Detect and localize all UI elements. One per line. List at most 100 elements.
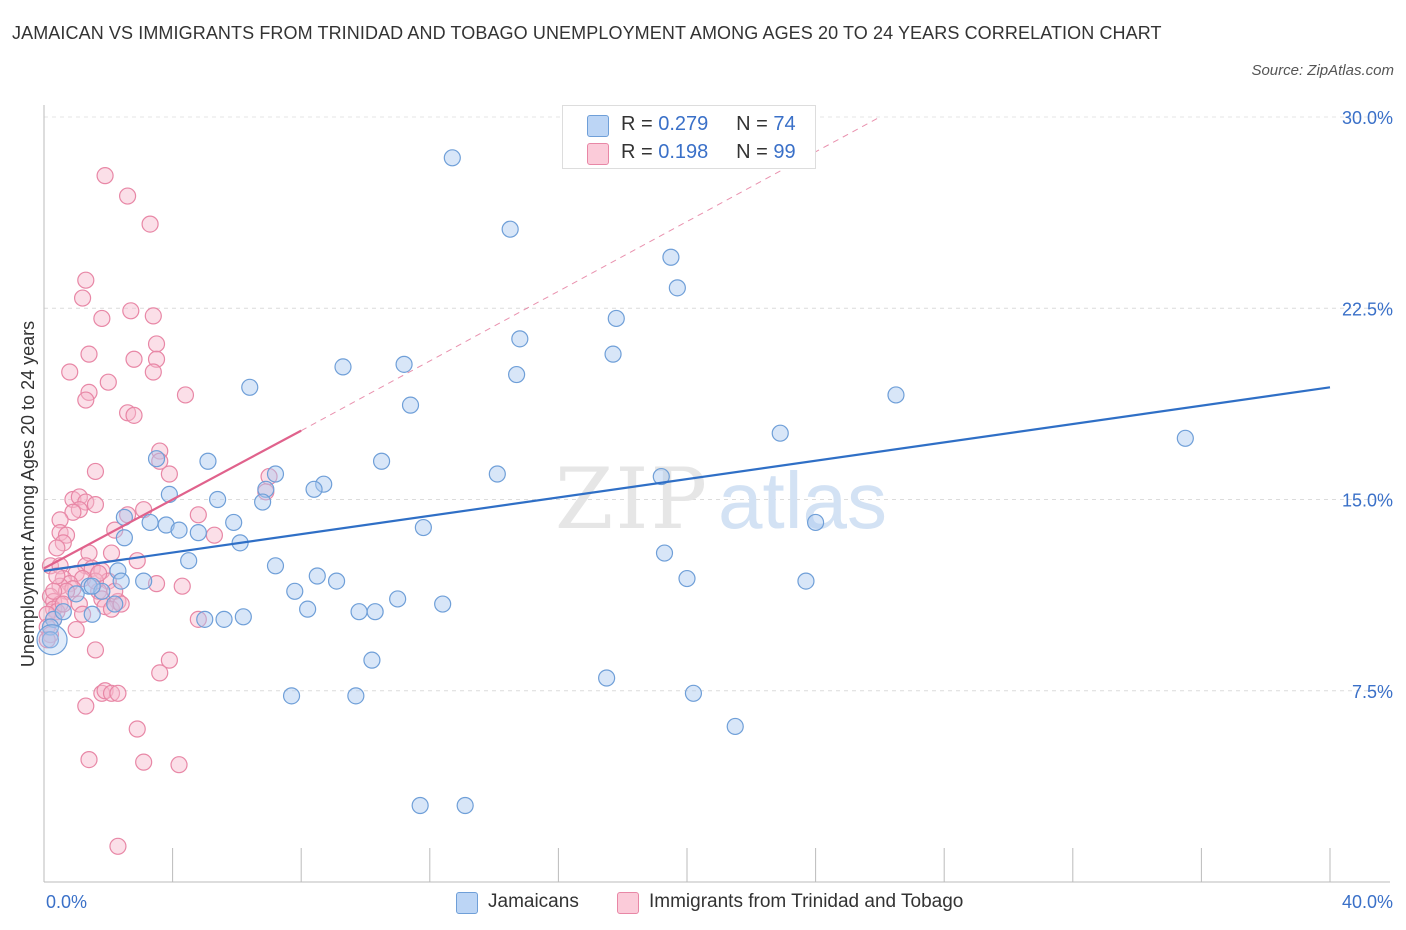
legend-r-value: 0.279 [658,113,709,135]
trend-lines [43,116,1331,572]
data-point-trinidad [147,575,166,593]
x-tick-label: 40.0% [1342,892,1393,912]
legend-label-trinidad: Immigrants from Trinidad and Tobago [649,891,964,912]
data-point-jamaicans [266,465,285,483]
data-point-jamaicans [607,309,625,328]
data-point-jamaicans [196,610,214,628]
data-point-jamaicans [180,552,198,570]
data-point-jamaicans [443,149,461,167]
data-point-trinidad [128,720,146,738]
data-point-trinidad [112,595,130,613]
data-point-jamaicans [1176,429,1194,447]
data-point-jamaicans [266,557,285,575]
data-point-jamaicans [488,465,506,483]
data-point-trinidad [61,363,79,381]
data-point-trinidad [151,664,169,682]
y-tick-label: 22.5% [1342,299,1393,319]
data-point-jamaicans [83,577,101,595]
data-point-jamaicans [771,424,789,442]
data-point-trinidad [102,684,121,702]
data-point-jamaicans [41,618,60,636]
data-point-trinidad [160,465,178,483]
data-point-jamaicans [678,569,696,588]
data-point-trinidad [147,335,166,353]
trend-line-trinidad [43,429,302,570]
data-point-jamaicans [501,220,519,238]
data-point-jamaicans [366,603,384,621]
data-point-jamaicans [414,518,432,537]
data-point-jamaicans-cluster [36,624,68,656]
legend-swatch-pink [617,892,639,914]
legend-n-label: N = [736,141,768,163]
y-tick-label: 7.5% [1352,682,1393,702]
data-point-jamaicans [41,631,60,649]
data-point-jamaicans [234,608,252,626]
data-point-trinidad [144,307,162,325]
legend-n-value: 99 [773,141,796,163]
data-point-jamaicans [157,516,175,534]
data-point-jamaicans [350,603,368,621]
data-point-jamaicans [508,365,526,384]
data-point-trinidad [173,577,191,595]
data-point-trinidad [45,582,63,600]
source-label: Source: ZipAtlas.com [1251,62,1394,79]
data-point-jamaicans [652,467,670,486]
data-point-trinidad [160,651,178,669]
data-point-jamaicans [209,490,227,509]
data-point-trinidad [102,600,121,618]
data-point-trinidad [176,386,195,404]
data-point-jamaicans [112,572,130,590]
data-point-jamaicans [401,396,420,414]
data-point-jamaicans [395,355,413,373]
y-tick-label: 15.0% [1342,491,1393,511]
data-point-trinidad [205,526,223,544]
data-point-jamaicans [141,513,159,532]
data-point-jamaicans [511,330,529,348]
data-point-jamaicans [684,684,703,702]
data-point-trinidad [80,345,98,363]
y-tick-label: 30.0% [1342,108,1393,128]
data-point-trinidad [141,215,159,233]
data-point-trinidad [67,620,85,639]
data-point-jamaicans [411,796,429,815]
data-point-trinidad [96,167,114,185]
data-point-jamaicans [334,358,352,376]
data-point-trinidad [125,350,143,368]
watermark-zip: ZIP [555,450,709,548]
legend-swatch-pink [587,143,609,165]
data-point-jamaicans [308,567,326,585]
data-point-trinidad [48,539,66,557]
data-point-trinidad [135,753,153,771]
data-point-jamaicans [797,572,815,590]
data-point-jamaicans [106,595,124,613]
data-point-jamaicans [655,544,674,562]
legend-swatch-blue [456,892,478,914]
legend-n-label: N = [736,113,768,135]
data-point-jamaicans [83,605,101,623]
data-point-trinidad [80,750,98,769]
data-point-trinidad [151,452,169,470]
data-point-trinidad [102,544,121,562]
data-point-trinidad [86,462,105,481]
data-point-trinidad [77,271,95,289]
data-point-trinidad [64,503,82,521]
data-point-trinidad [77,697,95,715]
axes [43,105,1390,883]
data-point-jamaicans [147,450,166,468]
data-point-jamaicans [363,651,381,669]
legend-r-label: R = [621,113,653,135]
data-point-jamaicans [199,452,217,470]
watermark: ZIP atlas [555,450,887,548]
data-point-jamaicans [598,669,616,687]
data-point-jamaicans [67,585,85,603]
data-point-jamaicans [372,452,391,470]
data-point-trinidad [109,684,127,702]
data-point-jamaicans [604,345,622,363]
data-point-jamaicans [389,590,407,608]
data-point-trinidad [170,756,188,774]
data-point-jamaicans [434,595,452,613]
data-point-jamaicans [315,475,333,493]
data-point-trinidad [99,373,117,391]
data-point-trinidad [93,309,111,328]
